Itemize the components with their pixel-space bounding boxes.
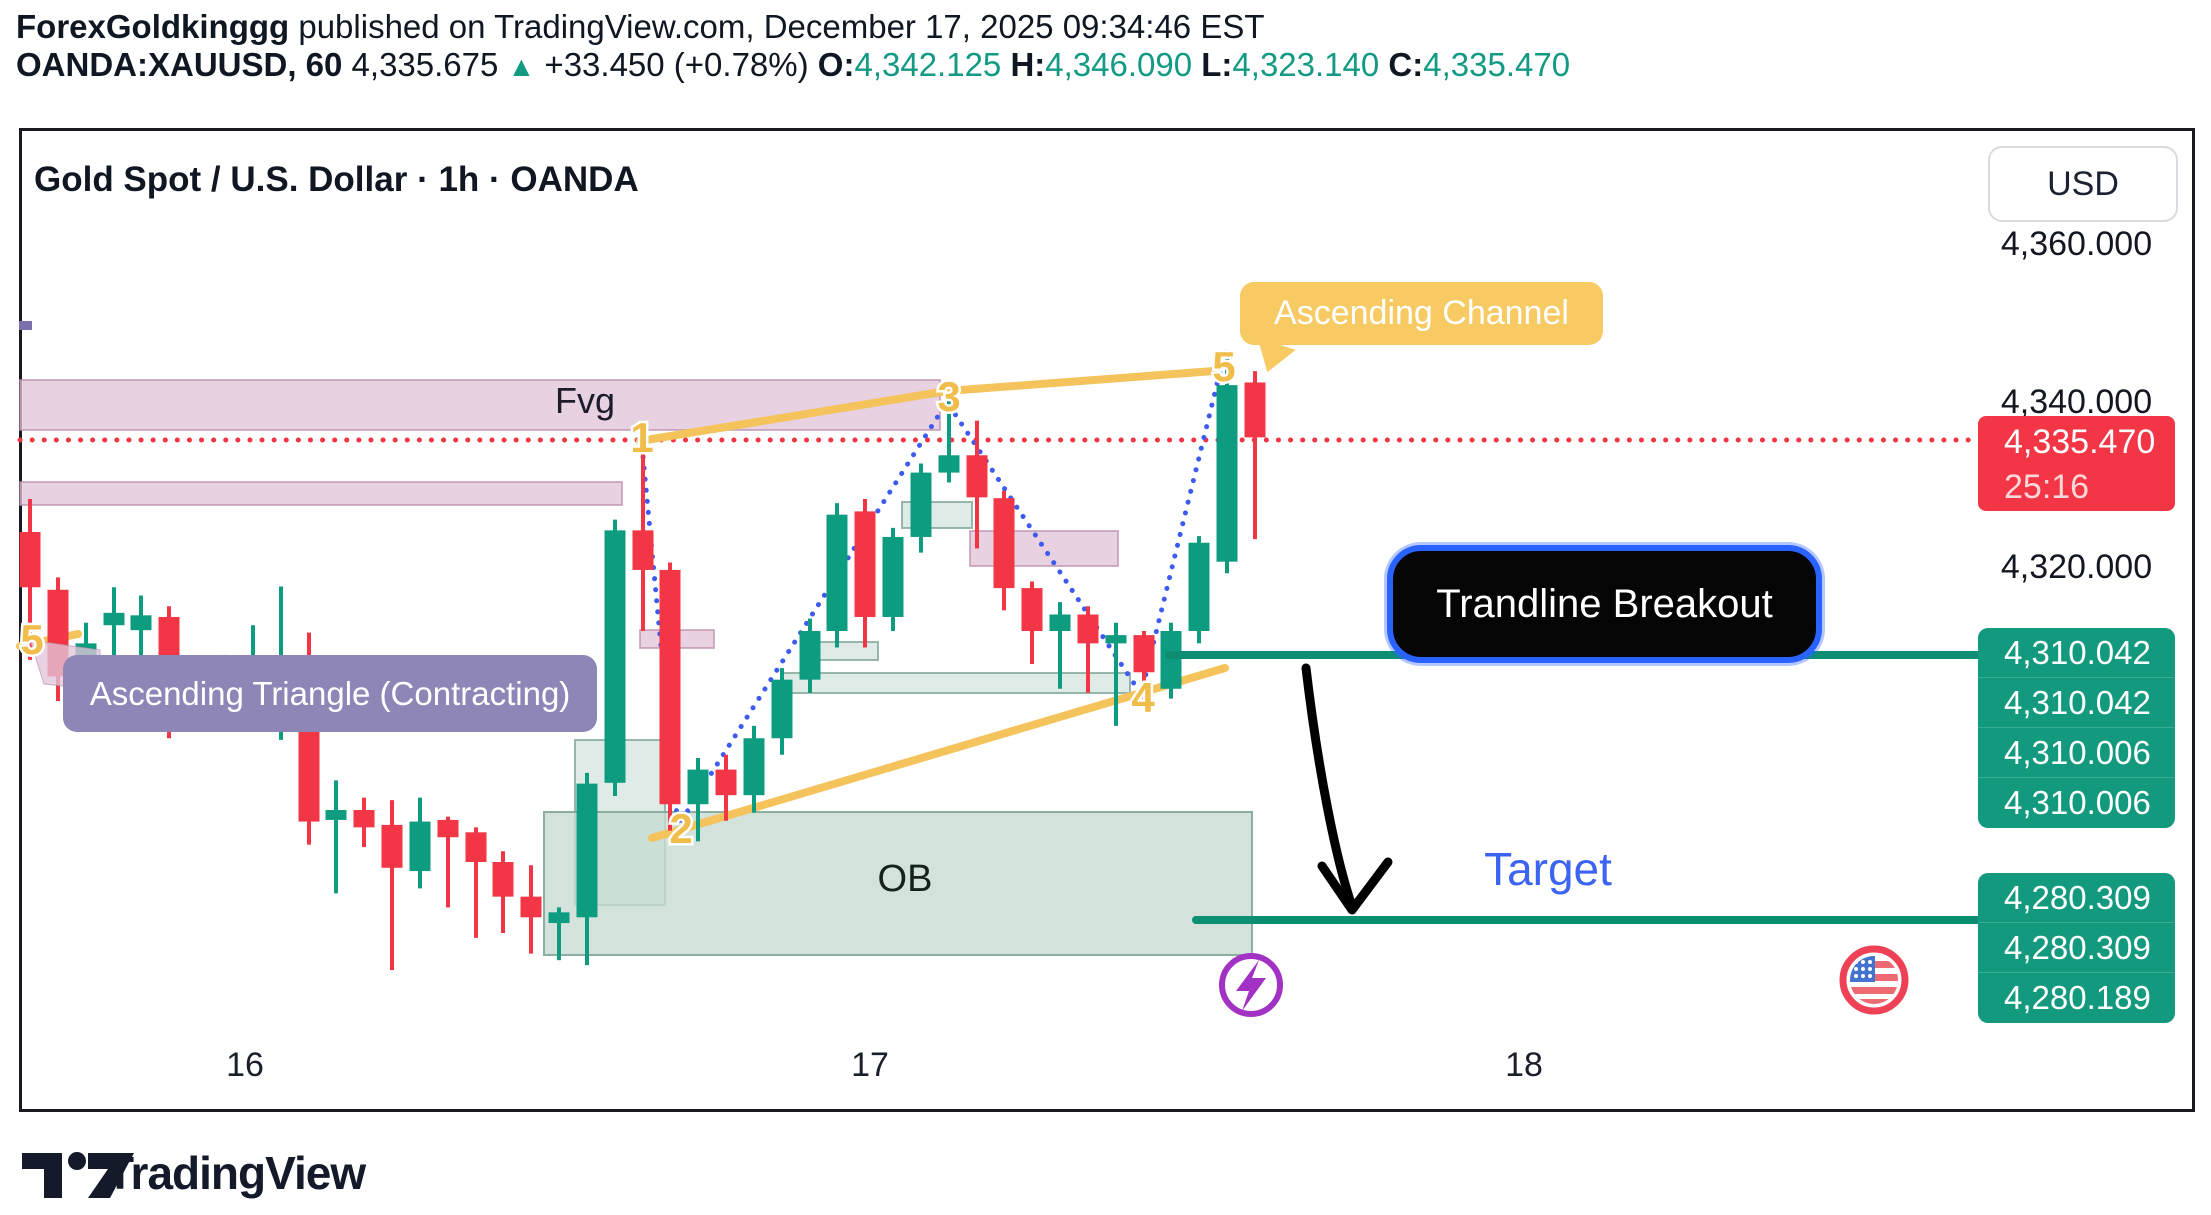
candle-body xyxy=(353,810,375,828)
candle-body xyxy=(771,679,793,739)
price-badges-4310[interactable]: 4,310.042 4,310.042 4,310.006 4,310.006 xyxy=(1978,628,2175,828)
order-block-label[interactable]: OB xyxy=(877,858,933,900)
channel-trendline xyxy=(648,664,1229,842)
last-price-badge[interactable]: 4,335.470 25:16 xyxy=(1978,416,2175,511)
candle-body xyxy=(966,455,988,498)
fvg-zone xyxy=(19,379,941,431)
ascending-channel-badge[interactable]: Ascending Channel xyxy=(1240,282,1603,345)
time-axis-label: 16 xyxy=(226,1046,264,1084)
tradingview-logo-text[interactable]: TradingView xyxy=(106,1147,366,1199)
price-alert-badge[interactable]: 4,310.042 xyxy=(1978,678,2175,728)
up-arrow-icon: ▲ xyxy=(507,51,536,82)
price-alert-badge[interactable]: 4,280.309 xyxy=(1978,923,2175,973)
candle-body xyxy=(1049,614,1071,631)
last-price: 4,335.675 xyxy=(351,46,499,83)
open-value: 4,342.125 xyxy=(854,46,1002,83)
candle-body xyxy=(910,472,932,537)
fvg-zone xyxy=(969,530,1119,567)
close-value: 4,335.470 xyxy=(1423,46,1571,83)
price-badges-4280[interactable]: 4,280.309 4,280.309 4,280.189 xyxy=(1978,873,2175,1023)
candle-body xyxy=(854,511,876,617)
trendline-breakout-badge[interactable]: Trandline Breakout xyxy=(1387,545,1822,663)
candle-body xyxy=(465,832,487,862)
price-alert-badge[interactable]: 4,280.309 xyxy=(1978,873,2175,923)
fvg-zone xyxy=(19,481,623,506)
chart-title: Gold Spot / U.S. Dollar · 1h · OANDA xyxy=(34,160,639,199)
candle-body xyxy=(437,819,459,838)
candle-body xyxy=(882,536,904,617)
low-label: L: xyxy=(1201,46,1233,83)
left-edge-tick xyxy=(19,321,32,330)
candle-body xyxy=(1216,385,1238,562)
price-alert-badge[interactable]: 4,310.006 xyxy=(2004,784,2151,821)
high-value: 4,346.090 xyxy=(1045,46,1193,83)
candle-body xyxy=(1244,382,1266,438)
candle-body xyxy=(1077,614,1099,644)
candle-body xyxy=(492,862,514,897)
candle-body xyxy=(409,821,431,872)
wave-number-label: 3 xyxy=(937,373,960,420)
candle-body xyxy=(1021,588,1043,631)
wave-number-label: 1 xyxy=(630,414,653,461)
candle-body xyxy=(1188,542,1210,631)
author-name: ForexGoldkinggg xyxy=(16,8,290,45)
candle-body xyxy=(938,455,960,473)
candle-body xyxy=(687,769,709,805)
candle-body xyxy=(715,769,737,796)
projection-arrow xyxy=(1301,663,1357,911)
candle-body xyxy=(993,498,1015,589)
symbol-name[interactable]: OANDA:XAUUSD, 60 xyxy=(16,46,343,83)
publish-header: ForexGoldkinggg published on TradingView… xyxy=(16,8,1265,46)
target-label[interactable]: Target xyxy=(1484,843,1612,895)
price-scale-label: 4,340.000 xyxy=(2000,383,2153,421)
ascending-triangle-badge[interactable]: Ascending Triangle (Contracting) xyxy=(63,655,597,732)
candle-body xyxy=(659,569,681,805)
candle-body xyxy=(548,912,570,924)
fvg-zone-label[interactable]: Fvg xyxy=(554,380,615,421)
candle-body xyxy=(1105,635,1127,644)
candle-body xyxy=(826,514,848,631)
price-change: +33.450 (+0.78%) xyxy=(544,46,809,83)
last-price-badge-value: 4,335.470 xyxy=(2004,422,2156,461)
bar-countdown: 25:16 xyxy=(2004,467,2090,506)
low-value: 4,323.140 xyxy=(1232,46,1380,83)
price-scale-label: 4,360.000 xyxy=(2000,225,2153,263)
candle-body xyxy=(1133,635,1155,673)
projection-arrow-head xyxy=(1317,857,1393,915)
channel-trendline xyxy=(636,367,1218,445)
candle-body xyxy=(520,896,542,918)
demand-zone xyxy=(782,672,1131,694)
wave-number-label: 4 xyxy=(1131,674,1155,721)
candle-body xyxy=(743,738,765,796)
close-label: C: xyxy=(1388,46,1424,83)
price-alert-badge[interactable]: 4,310.042 xyxy=(1978,628,2175,678)
price-alert-badge[interactable]: 4,310.006 xyxy=(1978,728,2175,778)
candle-body xyxy=(1160,631,1182,689)
time-axis-label: 17 xyxy=(851,1046,889,1084)
open-label: O: xyxy=(817,46,855,83)
publish-text: published on TradingView.com, December 1… xyxy=(289,8,1265,45)
candle-body xyxy=(632,530,654,570)
high-label: H: xyxy=(1010,46,1046,83)
wave-number-label: 5 xyxy=(20,616,43,663)
wave-number-label: 2 xyxy=(669,805,692,852)
price-scale-label: 4,320.000 xyxy=(2000,548,2153,586)
candle-body xyxy=(130,615,152,631)
candle-body xyxy=(381,824,403,868)
candle-body xyxy=(103,612,125,626)
candle-body xyxy=(19,532,41,588)
price-alert-badge[interactable]: 4,280.189 xyxy=(2004,979,2151,1016)
currency-button[interactable]: USD xyxy=(1988,146,2178,222)
candle-body xyxy=(799,631,821,680)
wave-number-label: 5 xyxy=(1212,343,1235,390)
candle-body xyxy=(576,783,598,918)
symbol-header: OANDA:XAUUSD, 60 4,335.675 ▲ +33.450 (+0… xyxy=(16,46,1570,84)
candle-body xyxy=(604,530,626,783)
time-axis-label: 18 xyxy=(1505,1046,1543,1084)
candle-body xyxy=(325,810,347,820)
